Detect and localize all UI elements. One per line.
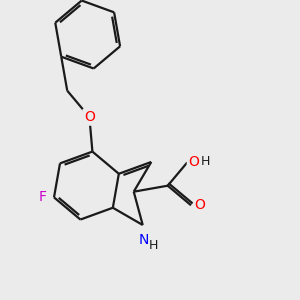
Text: H: H [148,239,158,252]
Text: O: O [195,198,206,212]
Text: O: O [188,155,199,169]
Text: F: F [38,190,46,204]
Text: N: N [139,233,149,248]
Text: H: H [201,155,210,168]
Text: O: O [84,110,95,124]
